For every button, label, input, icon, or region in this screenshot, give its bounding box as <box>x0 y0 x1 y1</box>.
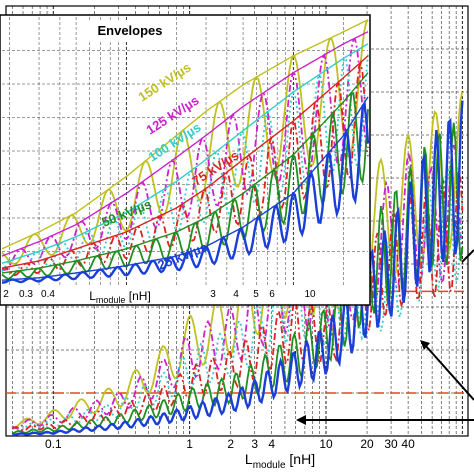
main-x-tick-labels: 0.1 1 2 3 4 10 20 30 40 <box>45 437 415 451</box>
inset-x-tick-label: 0.3 <box>19 289 33 300</box>
inset-x-tick-labels: 2 0.3 0.4 3 4 5 6 10 <box>3 289 316 300</box>
main-series-line <box>11 91 464 430</box>
main-x-axis-label-sub: module <box>253 460 286 471</box>
main-x-tick-label: 10 <box>319 437 333 451</box>
main-x-axis-label-unit: [nH] <box>286 451 316 467</box>
inset-title: Envelopes <box>97 23 162 38</box>
main-series-group <box>11 91 464 437</box>
inset-x-tick-label: 5 <box>253 289 259 300</box>
inset-x-tick-label: 4 <box>233 289 239 300</box>
inset-x-axis-label: Lmodule [nH] <box>89 289 151 305</box>
inset-envelope-line <box>1 19 369 250</box>
main-arrows <box>296 249 474 425</box>
arrow-line <box>461 249 474 263</box>
main-x-tick-label: 1 <box>186 437 193 451</box>
inset-envelope-line <box>1 43 369 264</box>
main-series-line <box>11 122 464 435</box>
inset-x-tick-label: 3 <box>210 289 216 300</box>
main-reference-lines <box>6 290 468 394</box>
inset-x-tick-label: 2 <box>3 289 9 300</box>
main-x-axis-label: Lmodule [nH] <box>245 451 315 471</box>
inset-envelope-line <box>1 72 369 274</box>
main-x-tick-label: 40 <box>401 437 415 451</box>
inset-x-tick-label: 10 <box>304 289 316 300</box>
inset-envelope-line <box>1 55 369 269</box>
main-x-tick-label: 20 <box>360 437 374 451</box>
inset-x-axis-label-main: L <box>89 289 96 303</box>
inset-x-tick-label: 6 <box>269 289 275 300</box>
inset-series-line <box>1 38 369 271</box>
main-x-axis-label-main: L <box>245 451 253 467</box>
main-x-tick-label: 30 <box>384 437 398 451</box>
main-x-tick-label: 4 <box>268 437 275 451</box>
arrow-head <box>420 340 430 350</box>
main-x-tick-label: 2 <box>227 437 234 451</box>
inset-series-line <box>2 103 370 284</box>
arrow-line <box>424 344 474 401</box>
inset-x-axis-label-sub: module <box>96 295 126 305</box>
main-x-tick-label: 3 <box>251 437 258 451</box>
inset-series-line <box>1 19 369 265</box>
inset-series-group <box>1 19 370 284</box>
inset-envelope-line <box>1 31 369 257</box>
inset-x-tick-label: 0.4 <box>41 289 55 300</box>
arrow-head <box>296 415 306 425</box>
main-series-line <box>12 100 464 437</box>
inset-x-axis-label-unit: [nH] <box>125 289 150 303</box>
inset-title-bg <box>86 20 174 40</box>
main-series-line <box>11 144 464 430</box>
main-x-tick-label: 0.1 <box>45 437 62 451</box>
